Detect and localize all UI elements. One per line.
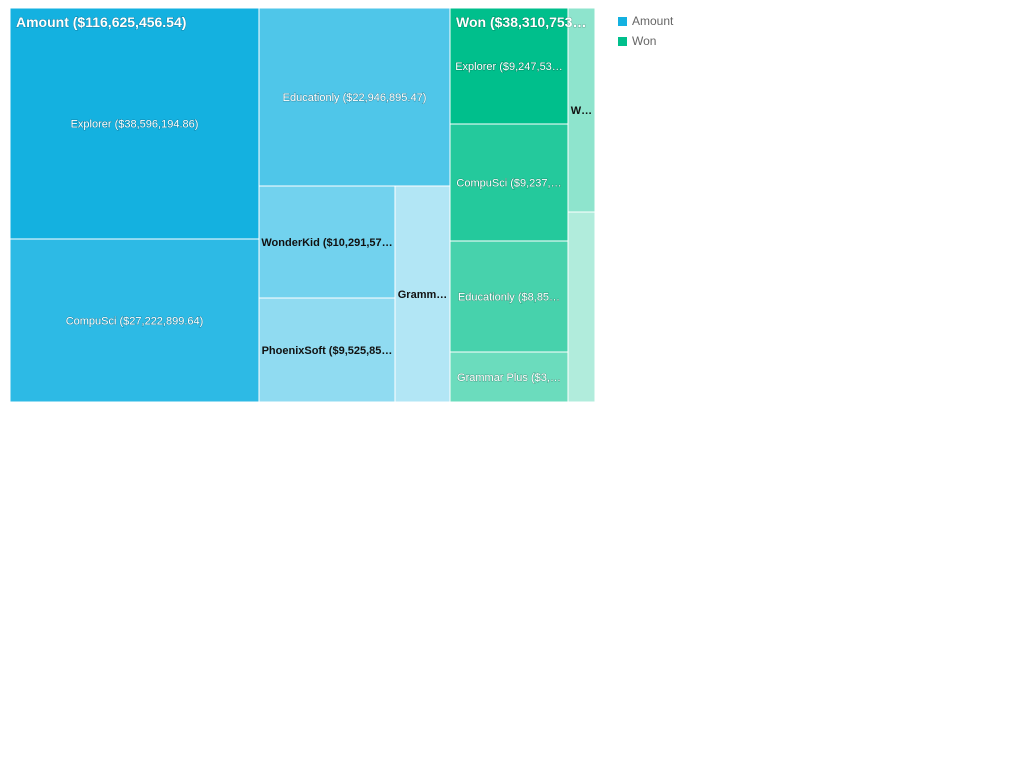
- chart-legend: Amount Won: [618, 11, 673, 51]
- legend-item-won[interactable]: Won: [618, 31, 673, 51]
- treemap-tile-amount-educationly[interactable]: [258, 7, 451, 187]
- treemap-tile-amount-grammar-plus[interactable]: [394, 185, 451, 403]
- treemap-group-won: Explorer ($9,247,53… CompuSci ($9,237,… Ed…: [449, 7, 596, 403]
- treemap-label-amount-phoenixsoft: PhoenixSoft ($9,525,85…: [262, 345, 393, 357]
- treemap-tile-amount-explorer[interactable]: [9, 7, 260, 240]
- treemap-label-won-wonderkid: W…: [571, 105, 592, 117]
- treemap-label-won-compusci: CompuSci ($9,237,…: [456, 178, 561, 190]
- treemap-label-won-explorer: Explorer ($9,247,53…: [455, 61, 563, 73]
- legend-label-won: Won: [632, 34, 657, 48]
- treemap-tile-amount-wonderkid[interactable]: [258, 185, 396, 299]
- treemap-label-won-educationly: Educationly ($8,85…: [458, 292, 560, 304]
- treemap-tile-won-grammar-plus[interactable]: [449, 351, 569, 403]
- legend-swatch-won: [618, 36, 627, 46]
- legend-item-amount[interactable]: Amount: [618, 11, 673, 31]
- treemap-label-won-grammar-plus: Grammar Plus ($3,…: [457, 372, 561, 384]
- treemap-tile-won-wonderkid[interactable]: [567, 7, 596, 213]
- treemap-chart: Explorer ($38,596,194.86) CompuSci ($27,2…: [9, 7, 596, 403]
- treemap-group-amount: Explorer ($38,596,194.86) CompuSci ($27,2…: [9, 7, 451, 403]
- treemap-group-header-amount: Amount ($116,625,456.54): [16, 14, 186, 30]
- treemap-label-amount-educationly: Educationly ($22,946,895.47): [283, 92, 427, 104]
- treemap-label-amount-grammar-plus: Gramm…: [398, 289, 448, 301]
- treemap-tile-won-compusci[interactable]: [449, 123, 569, 242]
- treemap-label-amount-compusci: CompuSci ($27,222,899.64): [66, 316, 204, 328]
- treemap-tile-won-phoenixsoft[interactable]: [567, 211, 596, 403]
- legend-swatch-amount: [618, 16, 627, 26]
- treemap-tile-amount-compusci[interactable]: [9, 238, 260, 403]
- treemap-label-amount-explorer: Explorer ($38,596,194.86): [71, 119, 199, 131]
- legend-label-amount: Amount: [632, 14, 674, 28]
- treemap-group-header-won: Won ($38,310,753…: [456, 14, 586, 30]
- treemap-tile-amount-phoenixsoft[interactable]: [258, 297, 396, 403]
- treemap-label-amount-wonderkid: WonderKid ($10,291,57…: [261, 237, 392, 249]
